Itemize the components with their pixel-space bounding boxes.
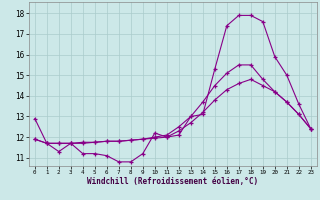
X-axis label: Windchill (Refroidissement éolien,°C): Windchill (Refroidissement éolien,°C) bbox=[87, 177, 258, 186]
